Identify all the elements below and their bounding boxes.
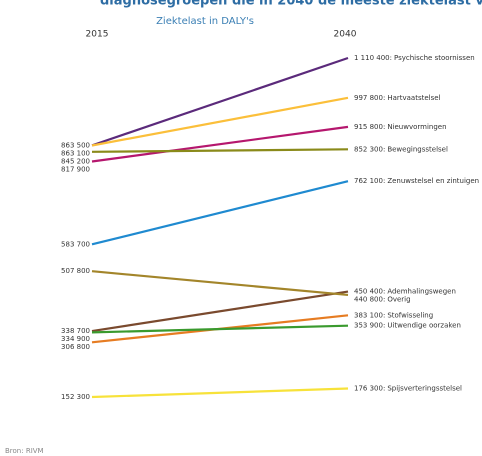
slope-line (91, 96, 349, 147)
value-label: 334 900 (61, 335, 90, 343)
value-label: 440 800: (354, 296, 385, 304)
series-name: Uitwendige oorzaken (387, 322, 461, 330)
series-name: Overig (387, 296, 410, 304)
value-label: 383 100: (354, 311, 385, 319)
slope-line (91, 180, 349, 246)
value-label: 1 110 400: (354, 54, 392, 62)
slope-line (91, 270, 349, 297)
end-label: 383 100: Stofwisseling (354, 311, 433, 319)
series-name: Hartvaatstelsel (387, 94, 440, 102)
value-label: 306 800 (61, 343, 90, 351)
series-name: Spijsverteringsstelsel (387, 385, 462, 393)
value-label: 152 300 (61, 393, 90, 401)
value-label: 338 700 (61, 327, 90, 335)
end-label: 440 800: Overig (354, 296, 411, 304)
end-label: 762 100: Zenuwstelsel en zintuigen (354, 177, 479, 185)
value-label: 863 500 (61, 141, 90, 149)
slope-line (91, 290, 349, 333)
series-name: Stofwisseling (387, 311, 433, 319)
end-label: 852 300: Bewegingsstelsel (354, 145, 448, 153)
end-label: 997 800: Hartvaatstelsel (354, 94, 441, 102)
value-label: 176 300: (354, 385, 385, 393)
end-label: 176 300: Spijsverteringsstelsel (354, 385, 462, 393)
value-label: 863 100 (61, 149, 90, 157)
value-label: 852 300: (354, 145, 385, 153)
chart-title: diagnosegroepen die in 2040 de meeste zi… (100, 0, 482, 9)
source: Bron: RIVM (5, 447, 44, 455)
slope-line (91, 125, 349, 163)
series-name: Nieuwvormingen (387, 123, 446, 131)
x-label: 2015 (86, 30, 109, 40)
end-label: 1 110 400: Psychische stoornissen (354, 54, 475, 62)
value-label: 353 900: (354, 322, 385, 330)
slope-line (91, 324, 349, 334)
value-label: 817 900 (61, 165, 90, 173)
series-name: Ademhalingswegen (387, 288, 456, 296)
series-name: Bewegingsstelsel (387, 145, 448, 153)
value-label: 450 400: (354, 288, 385, 296)
value-label: 583 700 (61, 240, 90, 248)
x-label: 2040 (334, 30, 357, 40)
series-name: Zenuwstelsel en zintuigen (387, 177, 479, 185)
series-name: Psychische stoornissen (394, 54, 475, 62)
slope-line (91, 56, 349, 147)
value-label: 762 100: (354, 177, 385, 185)
value-label: 507 800 (61, 267, 90, 275)
value-label: 845 200 (61, 157, 90, 165)
end-label: 915 800: Nieuwvormingen (354, 123, 447, 131)
value-label: 997 800: (354, 94, 385, 102)
chart-subtitle: Ziektelast in DALY's (156, 16, 254, 27)
end-label: 353 900: Uitwendige oorzaken (354, 322, 461, 330)
end-label: 450 400: Ademhalingswegen (354, 288, 456, 296)
value-label: 915 800: (354, 123, 385, 131)
slope-line (91, 387, 349, 399)
slope-line (91, 148, 349, 153)
